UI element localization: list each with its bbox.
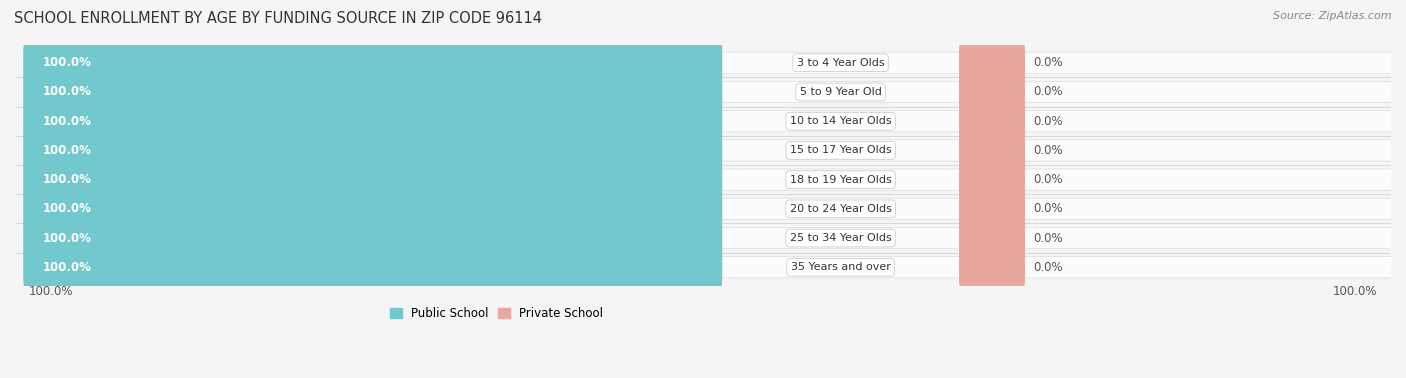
FancyBboxPatch shape	[24, 90, 723, 153]
Text: 0.0%: 0.0%	[1033, 232, 1063, 245]
Text: 0.0%: 0.0%	[1033, 56, 1063, 69]
FancyBboxPatch shape	[959, 236, 1025, 299]
Text: 0.0%: 0.0%	[1033, 85, 1063, 99]
Text: 100.0%: 100.0%	[42, 56, 91, 69]
Text: 35 Years and over: 35 Years and over	[790, 262, 890, 272]
Text: 100.0%: 100.0%	[42, 202, 91, 215]
FancyBboxPatch shape	[152, 110, 1406, 132]
FancyBboxPatch shape	[24, 60, 723, 123]
Text: 25 to 34 Year Olds: 25 to 34 Year Olds	[790, 233, 891, 243]
FancyBboxPatch shape	[152, 140, 1406, 161]
FancyBboxPatch shape	[24, 119, 723, 182]
Text: 0.0%: 0.0%	[1033, 115, 1063, 128]
Text: 100.0%: 100.0%	[42, 232, 91, 245]
Text: 100.0%: 100.0%	[42, 261, 91, 274]
Text: 0.0%: 0.0%	[1033, 261, 1063, 274]
Text: 0.0%: 0.0%	[1033, 173, 1063, 186]
Text: Source: ZipAtlas.com: Source: ZipAtlas.com	[1274, 11, 1392, 21]
Text: 100.0%: 100.0%	[42, 144, 91, 157]
Text: 10 to 14 Year Olds: 10 to 14 Year Olds	[790, 116, 891, 126]
FancyBboxPatch shape	[24, 148, 723, 211]
FancyBboxPatch shape	[24, 31, 723, 94]
Text: 100.0%: 100.0%	[1333, 285, 1378, 298]
Text: 100.0%: 100.0%	[42, 173, 91, 186]
FancyBboxPatch shape	[152, 257, 1406, 278]
FancyBboxPatch shape	[24, 177, 723, 240]
Text: 18 to 19 Year Olds: 18 to 19 Year Olds	[790, 175, 891, 184]
Text: 100.0%: 100.0%	[42, 115, 91, 128]
FancyBboxPatch shape	[152, 169, 1406, 190]
FancyBboxPatch shape	[959, 119, 1025, 182]
Text: 0.0%: 0.0%	[1033, 202, 1063, 215]
Text: 100.0%: 100.0%	[28, 285, 73, 298]
FancyBboxPatch shape	[959, 148, 1025, 211]
FancyBboxPatch shape	[959, 207, 1025, 270]
FancyBboxPatch shape	[959, 60, 1025, 123]
Text: 0.0%: 0.0%	[1033, 144, 1063, 157]
Text: 15 to 17 Year Olds: 15 to 17 Year Olds	[790, 146, 891, 155]
FancyBboxPatch shape	[959, 90, 1025, 153]
Text: 20 to 24 Year Olds: 20 to 24 Year Olds	[790, 204, 891, 214]
Text: 100.0%: 100.0%	[42, 85, 91, 99]
Text: SCHOOL ENROLLMENT BY AGE BY FUNDING SOURCE IN ZIP CODE 96114: SCHOOL ENROLLMENT BY AGE BY FUNDING SOUR…	[14, 11, 543, 26]
FancyBboxPatch shape	[24, 207, 723, 270]
Text: 5 to 9 Year Old: 5 to 9 Year Old	[800, 87, 882, 97]
FancyBboxPatch shape	[152, 52, 1406, 73]
FancyBboxPatch shape	[24, 236, 723, 299]
Legend: Public School, Private School: Public School, Private School	[387, 304, 607, 324]
Text: 3 to 4 Year Olds: 3 to 4 Year Olds	[797, 58, 884, 68]
FancyBboxPatch shape	[152, 81, 1406, 103]
FancyBboxPatch shape	[959, 31, 1025, 94]
FancyBboxPatch shape	[152, 228, 1406, 249]
FancyBboxPatch shape	[959, 177, 1025, 240]
FancyBboxPatch shape	[152, 198, 1406, 220]
